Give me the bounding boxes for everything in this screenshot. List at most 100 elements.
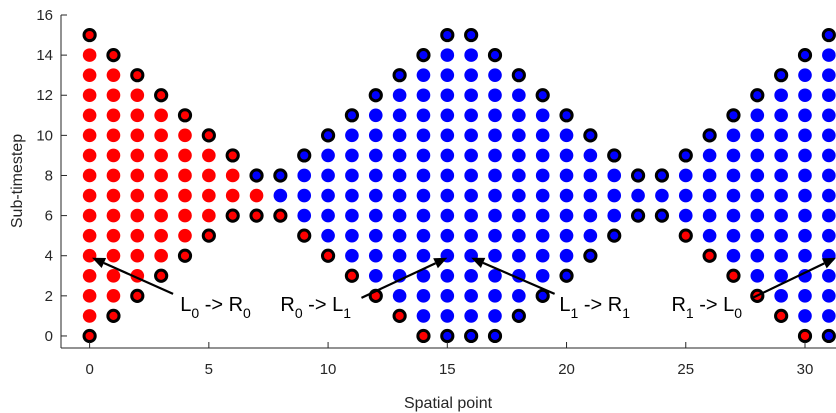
data-point — [487, 48, 503, 63]
data-point — [440, 108, 455, 123]
data-point — [559, 188, 574, 203]
annotation-text: R — [671, 294, 685, 316]
data-point — [487, 328, 503, 344]
data-point — [798, 309, 812, 323]
data-point — [154, 128, 168, 143]
data-point — [678, 148, 693, 163]
data-point — [774, 289, 788, 303]
data-point — [177, 248, 193, 263]
data-point — [702, 148, 717, 163]
data-point — [368, 148, 383, 163]
annotation-text: -> L — [694, 294, 735, 316]
data-point — [416, 108, 431, 123]
data-point — [726, 128, 741, 143]
data-point — [535, 288, 550, 303]
data-point — [464, 48, 478, 62]
data-point — [416, 208, 431, 223]
data-point — [202, 148, 216, 163]
data-point — [464, 268, 478, 283]
data-point — [297, 208, 312, 223]
data-point — [273, 188, 288, 203]
data-point — [345, 248, 359, 263]
data-point — [297, 168, 312, 183]
data-point — [368, 128, 383, 143]
data-point — [630, 168, 646, 183]
data-point — [822, 188, 836, 203]
data-point — [202, 168, 216, 183]
annotation-arrow — [752, 262, 825, 299]
data-point — [130, 248, 145, 263]
data-point — [488, 248, 502, 263]
data-point — [774, 308, 789, 323]
data-point — [106, 168, 121, 183]
data-point — [512, 148, 526, 163]
x-tick-label: 30 — [797, 361, 814, 378]
data-point — [130, 88, 145, 103]
data-point — [702, 228, 717, 243]
data-point — [488, 289, 502, 303]
data-point — [559, 108, 574, 123]
data-point — [583, 208, 598, 223]
data-point — [82, 68, 97, 82]
data-point — [178, 188, 192, 203]
data-point — [702, 128, 717, 143]
data-point — [249, 208, 264, 223]
data-point — [750, 208, 765, 223]
data-point — [440, 27, 455, 43]
data-point — [154, 268, 169, 283]
data-point — [464, 68, 478, 82]
data-point — [822, 128, 836, 143]
data-point — [798, 268, 812, 283]
annotation-text: L — [180, 294, 191, 316]
data-point — [464, 108, 478, 123]
data-point — [201, 228, 216, 243]
annotation-layer: L0 -> R0 R0 -> L1 L1 -> R1 R1 -> L0 — [180, 294, 742, 321]
data-point — [320, 128, 336, 143]
data-point — [797, 48, 813, 63]
data-point — [416, 68, 431, 82]
data-point — [583, 128, 598, 143]
data-point — [320, 248, 336, 263]
data-point — [750, 248, 765, 263]
data-point — [249, 168, 264, 183]
data-point — [440, 148, 455, 163]
data-point — [368, 248, 383, 263]
data-point — [368, 168, 383, 183]
data-point — [607, 228, 622, 243]
data-point — [702, 248, 717, 263]
annotation-text: -> R — [199, 294, 243, 316]
data-point — [798, 248, 812, 263]
data-point — [822, 148, 836, 163]
data-point — [416, 88, 431, 103]
data-point — [512, 289, 526, 303]
data-point — [535, 248, 550, 263]
data-point — [345, 228, 359, 243]
y-tick-label: 8 — [45, 167, 53, 184]
data-point — [583, 228, 598, 243]
annotation-label: R1 -> L0 — [671, 294, 742, 321]
data-point — [82, 48, 97, 62]
data-point — [464, 128, 478, 143]
data-point — [798, 108, 812, 123]
data-point — [130, 208, 145, 223]
data-point — [774, 168, 788, 183]
annotation-subscript: 1 — [622, 305, 630, 321]
data-point — [726, 208, 741, 223]
data-point — [822, 68, 836, 82]
data-point — [177, 108, 193, 123]
data-point — [726, 108, 741, 123]
data-point — [106, 208, 121, 223]
y-tick-label: 0 — [45, 328, 53, 345]
data-point — [774, 148, 788, 163]
data-point — [774, 68, 789, 83]
data-point — [607, 208, 622, 223]
data-point — [178, 128, 192, 143]
data-point — [154, 208, 168, 223]
data-point — [654, 208, 670, 223]
data-point — [368, 208, 383, 223]
data-point — [82, 148, 97, 163]
y-tick-label: 6 — [45, 208, 53, 225]
data-point — [535, 208, 550, 223]
